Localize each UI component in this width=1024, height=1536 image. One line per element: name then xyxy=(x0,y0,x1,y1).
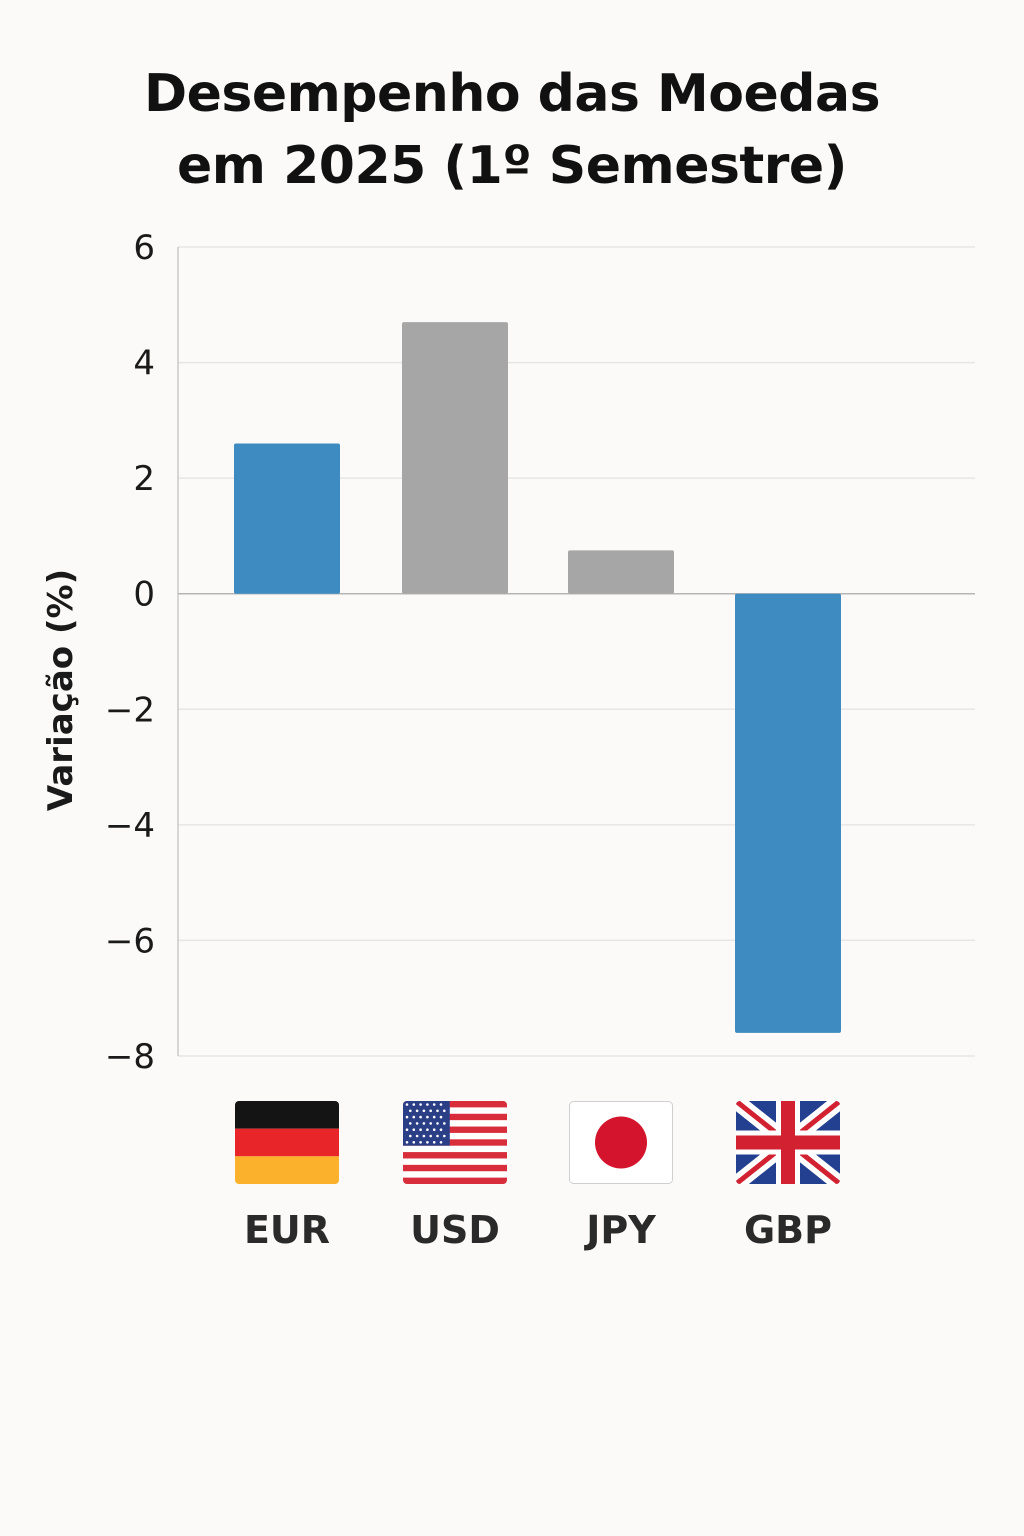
chart-title-line-2: em 2025 (1º Semestre) xyxy=(177,136,847,196)
y-tick-label: 0 xyxy=(133,575,155,615)
bar-eur xyxy=(234,443,340,594)
bar-jpy xyxy=(568,550,674,594)
y-tick-label: −4 xyxy=(105,806,155,846)
y-axis-label: Variação (%) xyxy=(41,569,81,811)
category-label-usd: USD xyxy=(410,1208,500,1252)
y-tick-label: −6 xyxy=(105,921,155,961)
bar-usd xyxy=(402,322,508,594)
chart-title-line-1: Desempenho das Moedas xyxy=(143,64,881,124)
y-tick-label: 6 xyxy=(133,228,155,268)
bar-gbp xyxy=(735,593,841,1033)
y-tick-label: 2 xyxy=(133,459,155,499)
bars xyxy=(234,322,841,1033)
flags xyxy=(235,1101,840,1184)
chart-title: Desempenho das Moedas em 2025 (1º Semest… xyxy=(0,58,1024,202)
uk-flag-icon xyxy=(736,1101,840,1184)
category-label-gbp: GBP xyxy=(744,1208,832,1252)
japan-flag-icon xyxy=(569,1101,673,1184)
y-tick-label: −2 xyxy=(105,690,155,730)
grid-lines xyxy=(178,246,975,1057)
category-label-jpy: JPY xyxy=(583,1208,656,1252)
germany-flag-icon xyxy=(235,1101,339,1184)
y-tick-labels: 6 4 2 0 −2 −4 −6 −8 xyxy=(105,228,155,1077)
y-tick-label: −8 xyxy=(105,1037,155,1077)
usa-flag-icon xyxy=(403,1101,507,1184)
category-labels: EUR USD JPY GBP xyxy=(244,1208,832,1252)
y-tick-label: 4 xyxy=(133,344,155,384)
category-label-eur: EUR xyxy=(244,1208,330,1252)
